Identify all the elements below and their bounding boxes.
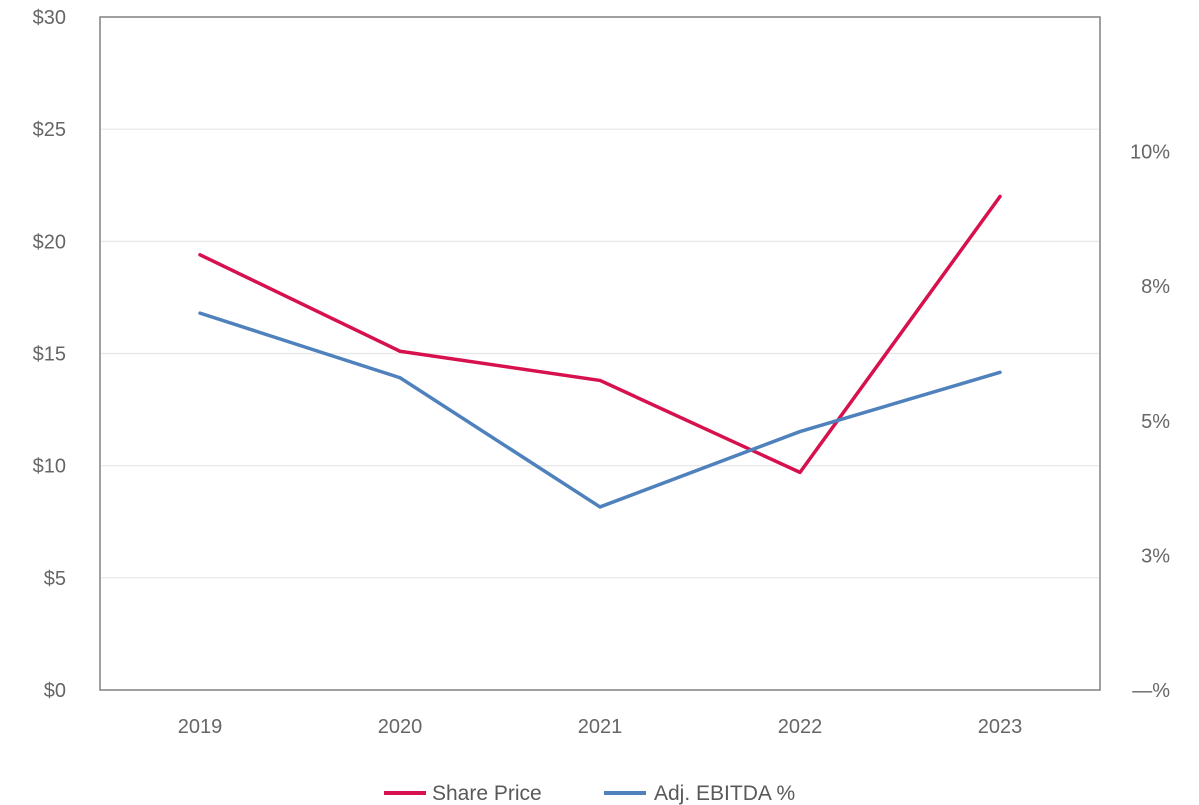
data-point xyxy=(598,505,602,509)
data-point xyxy=(998,370,1002,374)
series-lines xyxy=(198,194,1002,509)
left-tick-label: $25 xyxy=(33,119,66,141)
right-tick-label: —% xyxy=(1132,680,1170,702)
left-tick-label: $10 xyxy=(33,456,66,478)
x-tick-label: 2022 xyxy=(778,716,823,738)
right-tick-label: 3% xyxy=(1141,545,1170,567)
data-point xyxy=(798,470,802,474)
left-tick-label: $5 xyxy=(44,568,66,590)
x-tick-label: 2020 xyxy=(378,716,423,738)
legend-label: Share Price xyxy=(432,782,542,805)
series-line-1 xyxy=(198,194,1002,475)
data-point xyxy=(398,349,402,353)
left-tick-label: $15 xyxy=(33,344,66,366)
legend: Share Price Adj. EBITDA % xyxy=(384,782,795,805)
gridlines xyxy=(100,128,1100,579)
x-tick-label: 2019 xyxy=(178,716,223,738)
data-point xyxy=(998,194,1002,198)
data-point xyxy=(598,378,602,382)
plot-frame xyxy=(99,16,1101,691)
left-tick-label: $0 xyxy=(44,680,66,702)
left-axis: $0 $5 $10 $15 $20 $25 $30 xyxy=(33,7,66,702)
right-tick-label: 8% xyxy=(1141,276,1170,298)
left-tick-label: $20 xyxy=(33,231,66,253)
right-tick-label: 10% xyxy=(1130,142,1170,164)
legend-label: Adj. EBITDA % xyxy=(654,782,795,805)
data-point xyxy=(798,430,802,434)
right-axis: —% 3% 5% 8% 10% xyxy=(1130,142,1170,702)
left-tick-label: $30 xyxy=(33,7,66,29)
x-tick-label: 2021 xyxy=(578,716,623,738)
series-line-2 xyxy=(198,311,1002,509)
data-point xyxy=(198,311,202,315)
x-tick-label: 2023 xyxy=(978,716,1023,738)
right-tick-label: 5% xyxy=(1141,411,1170,433)
data-point xyxy=(398,376,402,380)
x-axis: 2019 2020 2021 2022 2023 xyxy=(178,716,1023,738)
data-point xyxy=(198,253,202,257)
